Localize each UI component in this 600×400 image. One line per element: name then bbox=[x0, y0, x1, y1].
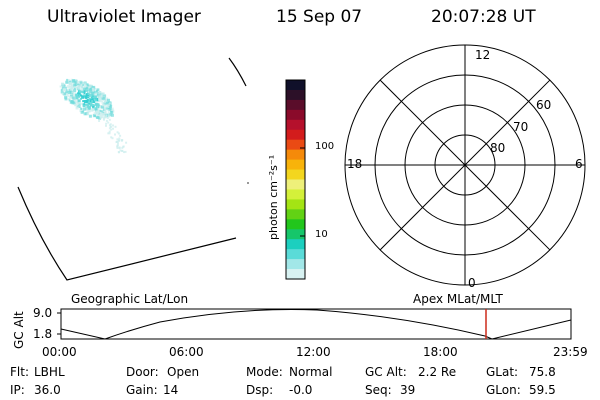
colorbar-cell bbox=[286, 129, 305, 141]
altitude-plot-title-right: Apex MLat/MLT bbox=[413, 292, 503, 306]
colorbar-cell bbox=[286, 179, 305, 191]
colorbar-cell bbox=[286, 189, 305, 200]
colorbar-cell bbox=[286, 89, 305, 101]
status-seq-label: Seq: bbox=[365, 383, 392, 397]
status-gain-value: 14 bbox=[163, 383, 179, 397]
status-door-value: Open bbox=[167, 365, 200, 379]
status-glat-label: GLat: bbox=[486, 365, 519, 379]
colorbar-cell bbox=[286, 209, 305, 220]
polar-lat-label-80: 80 bbox=[490, 141, 506, 155]
colorbar-cell bbox=[286, 159, 305, 171]
polar-lat-label-70: 70 bbox=[513, 120, 529, 134]
colorbar-cell bbox=[286, 99, 305, 111]
status-gain-label: Gain: bbox=[126, 383, 158, 397]
status-flt-label: Flt: bbox=[10, 365, 29, 379]
aurora-emission bbox=[59, 78, 128, 154]
polar-label-18: 18 bbox=[347, 157, 363, 171]
colorbar-cell bbox=[286, 219, 305, 230]
altitude-x-tick-3: 18:00 bbox=[423, 345, 458, 359]
altitude-x-tick-2: 12:00 bbox=[296, 345, 331, 359]
status-glon-label: GLon: bbox=[486, 383, 521, 397]
altitude-plot-frame bbox=[60, 308, 572, 340]
status-flt-value: LBHL bbox=[34, 365, 65, 379]
image-edge-mark bbox=[247, 182, 249, 184]
altitude-curve bbox=[60, 309, 572, 340]
colorbar-gradient bbox=[286, 80, 305, 280]
colorbar-cell bbox=[286, 229, 305, 240]
colorbar-cell bbox=[286, 149, 305, 161]
polar-lat-label-60: 60 bbox=[536, 98, 552, 112]
colorbar-cell bbox=[286, 199, 305, 210]
earth-limb-lower bbox=[17, 186, 237, 281]
colorbar-tick-label-100: 100 bbox=[315, 141, 335, 152]
colorbar-cell bbox=[286, 249, 305, 260]
altitude-plot-title-left: Geographic Lat/Lon bbox=[71, 292, 189, 306]
colorbar-cell bbox=[286, 80, 305, 91]
status-gcalt-label: GC Alt: bbox=[365, 365, 407, 379]
colorbar-cell bbox=[286, 139, 305, 151]
colorbar-tick-label-10: 10 bbox=[315, 229, 328, 240]
status-dsp-value: -0.0 bbox=[289, 383, 313, 397]
colorbar-cell bbox=[286, 259, 305, 270]
altitude-y-tick-min: 1.8 bbox=[33, 327, 53, 341]
observation-date: 15 Sep 07 bbox=[276, 7, 363, 27]
status-door-label: Door: bbox=[126, 365, 159, 379]
altitude-x-tick-1: 06:00 bbox=[169, 345, 204, 359]
colorbar-cell bbox=[286, 119, 305, 131]
status-glat-value: 75.8 bbox=[529, 365, 556, 379]
earth-limb-upper bbox=[228, 57, 247, 87]
altitude-x-tick-0: 00:00 bbox=[42, 345, 77, 359]
status-ip-value: 36.0 bbox=[34, 383, 61, 397]
status-mode-value: Normal bbox=[289, 365, 333, 379]
polar-label-12: 12 bbox=[475, 48, 491, 62]
altitude-y-tick-max: 9.0 bbox=[33, 306, 53, 320]
status-ip-label: IP: bbox=[10, 383, 25, 397]
observation-time: 20:07:28 UT bbox=[431, 7, 536, 27]
polar-diagonal-b bbox=[379, 79, 551, 251]
status-seq-value: 39 bbox=[400, 383, 416, 397]
colorbar-cell bbox=[286, 169, 305, 181]
status-mode-label: Mode: bbox=[246, 365, 283, 379]
altitude-x-tick-4: 23:59 bbox=[553, 345, 588, 359]
instrument-title: Ultraviolet Imager bbox=[47, 7, 201, 27]
colorbar-cell bbox=[286, 269, 305, 280]
polar-label-6: 6 bbox=[575, 157, 583, 171]
colorbar-cell bbox=[286, 109, 305, 121]
status-glon-value: 59.5 bbox=[529, 383, 556, 397]
colorbar-cell bbox=[286, 239, 305, 250]
status-dsp-label: Dsp: bbox=[246, 383, 274, 397]
status-gcalt-value: 2.2 Re bbox=[418, 365, 457, 379]
polar-label-0: 0 bbox=[468, 276, 476, 290]
